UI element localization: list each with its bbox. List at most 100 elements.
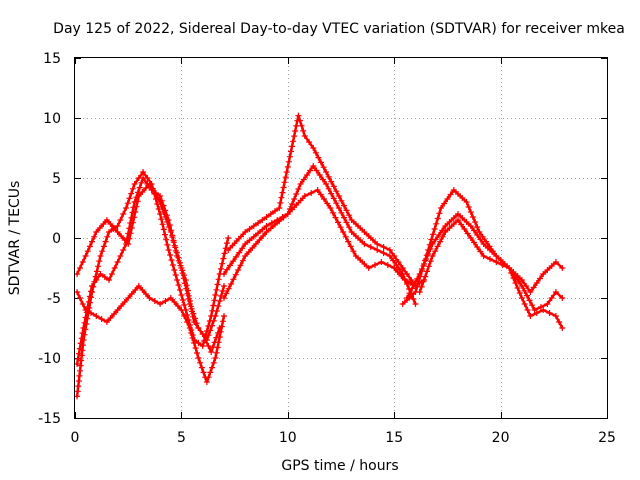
- data-point-marker: [450, 215, 457, 221]
- data-point-marker: [93, 313, 100, 319]
- data-point-marker: [75, 393, 81, 400]
- data-point-marker: [418, 283, 425, 290]
- data-point-marker: [100, 243, 107, 250]
- data-point-marker: [93, 277, 100, 283]
- data-point-marker: [162, 214, 169, 220]
- data-point-marker: [380, 250, 387, 256]
- data-point-marker: [217, 328, 224, 335]
- data-point-marker: [288, 148, 294, 155]
- data-point-marker: [75, 361, 81, 367]
- data-point-marker: [219, 318, 226, 325]
- data-point-marker: [171, 299, 178, 305]
- data-point-marker: [167, 229, 174, 235]
- data-point-marker: [418, 266, 425, 272]
- data-point-marker: [118, 233, 125, 239]
- data-point-marker: [374, 247, 381, 253]
- data-point-marker: [213, 308, 220, 314]
- data-point-marker: [151, 298, 158, 304]
- data-point-marker: [301, 133, 308, 139]
- data-point-marker: [246, 237, 253, 244]
- data-point-marker: [255, 230, 261, 237]
- data-point-marker: [229, 242, 236, 249]
- data-point-marker: [289, 201, 296, 207]
- series-track-8: [399, 187, 566, 307]
- data-point-marker: [471, 239, 477, 246]
- data-point-marker: [259, 226, 266, 233]
- data-point-marker: [111, 225, 117, 231]
- data-point-marker: [176, 259, 183, 266]
- data-point-marker: [540, 307, 547, 313]
- data-point-marker: [221, 271, 227, 277]
- data-point-marker: [114, 259, 121, 265]
- data-point-marker: [179, 270, 186, 277]
- data-point-marker: [289, 143, 296, 150]
- data-point-marker: [167, 252, 174, 258]
- data-point-marker: [208, 349, 215, 355]
- data-point-marker: [285, 158, 292, 165]
- data-point-marker: [160, 209, 167, 215]
- data-point-marker: [245, 249, 252, 255]
- data-point-marker: [97, 271, 104, 277]
- data-point-marker: [88, 288, 94, 295]
- x-tick-label: 0: [71, 430, 80, 446]
- data-point-marker: [487, 256, 493, 262]
- data-point-marker: [340, 229, 347, 235]
- data-point-marker: [324, 200, 331, 207]
- data-point-marker: [237, 262, 244, 269]
- series-line: [405, 212, 564, 312]
- data-point-marker: [139, 189, 146, 195]
- data-point-marker: [194, 350, 200, 356]
- data-point-marker: [321, 196, 327, 202]
- data-point-marker: [131, 181, 138, 187]
- data-point-marker: [195, 355, 202, 361]
- data-point-marker: [480, 253, 487, 259]
- data-point-marker: [129, 219, 136, 226]
- data-point-marker: [527, 289, 534, 295]
- data-point-marker: [142, 185, 149, 191]
- data-point-marker: [179, 297, 186, 303]
- data-point-marker: [205, 343, 212, 349]
- y-tick-label: -15: [38, 411, 61, 427]
- series-line: [222, 164, 417, 306]
- tick-labels: 0 5 10 15 20 25 -15 -10 -5 0 5 10 15: [38, 51, 616, 446]
- data-point-marker: [78, 335, 85, 342]
- data-point-marker: [186, 325, 193, 331]
- data-point-marker: [533, 280, 540, 286]
- data-point-marker: [158, 216, 165, 223]
- data-point-marker: [199, 331, 206, 337]
- data-point-marker: [184, 290, 191, 297]
- series-track-7: [221, 187, 419, 301]
- data-point-marker: [86, 293, 93, 300]
- data-point-marker: [284, 163, 291, 170]
- data-point-marker: [346, 224, 353, 231]
- data-point-marker: [329, 209, 336, 216]
- data-point-marker: [111, 311, 117, 317]
- data-point-marker: [186, 301, 193, 307]
- data-point-marker: [459, 215, 466, 221]
- data-point-marker: [333, 188, 340, 195]
- data-point-marker: [106, 277, 112, 283]
- data-point-marker: [214, 281, 221, 288]
- data-point-marker: [239, 245, 246, 252]
- data-point-marker: [220, 255, 227, 262]
- data-point-marker: [267, 225, 274, 232]
- data-point-marker: [213, 286, 220, 293]
- data-point-marker: [250, 223, 257, 229]
- data-point-marker: [521, 287, 528, 294]
- data-point-marker: [230, 276, 237, 283]
- data-point-marker: [75, 289, 81, 295]
- data-point-marker: [399, 301, 406, 307]
- data-point-marker: [380, 244, 387, 250]
- data-point-marker: [162, 298, 169, 304]
- data-point-marker: [98, 316, 105, 322]
- data-point-marker: [165, 247, 172, 253]
- data-point-marker: [215, 339, 222, 346]
- data-point-marker: [96, 225, 103, 231]
- data-point-marker: [107, 221, 114, 227]
- data-point-marker: [77, 367, 83, 374]
- data-point-marker: [82, 314, 89, 321]
- data-point-marker: [429, 253, 436, 259]
- data-point-marker: [215, 303, 222, 309]
- data-point-marker: [465, 204, 472, 210]
- data-point-marker: [552, 313, 559, 319]
